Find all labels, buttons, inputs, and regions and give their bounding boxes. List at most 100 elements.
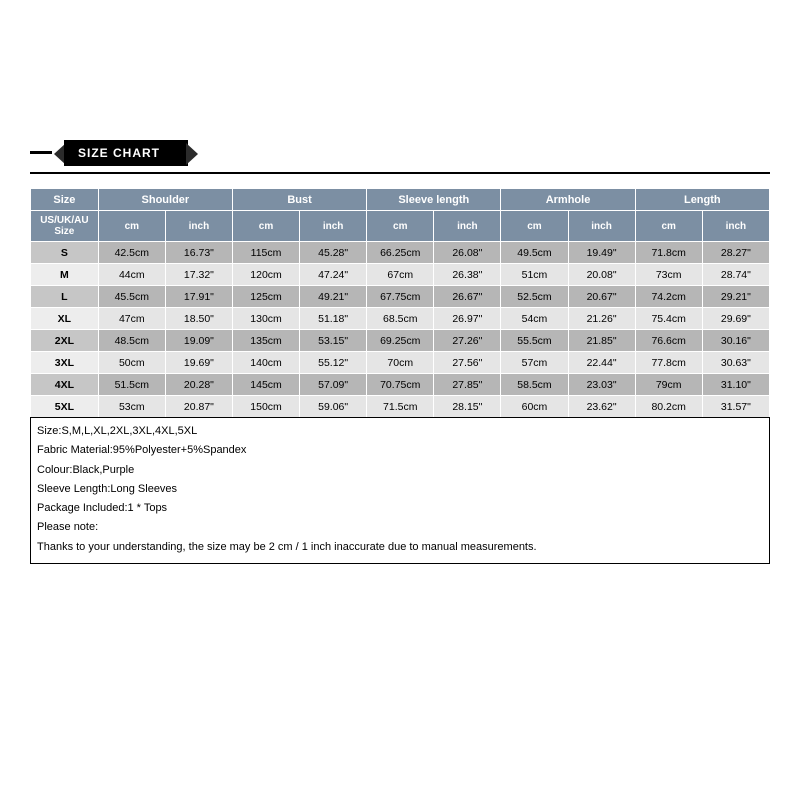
value-cell: 26.67"	[434, 286, 501, 308]
value-cell: 51.18"	[300, 308, 367, 330]
value-cell: 28.27"	[702, 242, 769, 264]
value-cell: 51cm	[501, 264, 568, 286]
value-cell: 20.08"	[568, 264, 635, 286]
value-cell: 17.91"	[165, 286, 232, 308]
value-cell: 68.5cm	[367, 308, 434, 330]
table-row: S42.5cm16.73"115cm45.28"66.25cm26.08"49.…	[31, 242, 770, 264]
size-chart-banner: SIZE CHART	[30, 140, 770, 168]
value-cell: 31.10"	[702, 374, 769, 396]
value-cell: 75.4cm	[635, 308, 702, 330]
col-bust: Bust	[232, 189, 366, 211]
value-cell: 57.09"	[300, 374, 367, 396]
value-cell: 42.5cm	[98, 242, 165, 264]
value-cell: 31.57"	[702, 396, 769, 418]
table-row: 4XL51.5cm20.28"145cm57.09"70.75cm27.85"5…	[31, 374, 770, 396]
product-notes: Size:S,M,L,XL,2XL,3XL,4XL,5XLFabric Mate…	[30, 417, 770, 564]
size-cell: XL	[31, 308, 99, 330]
value-cell: 20.87"	[165, 396, 232, 418]
note-line: Thanks to your understanding, the size m…	[37, 538, 763, 557]
value-cell: 55.5cm	[501, 330, 568, 352]
value-cell: 53cm	[98, 396, 165, 418]
note-line: Please note:	[37, 518, 763, 537]
note-line: Fabric Material:95%Polyester+5%Spandex	[37, 441, 763, 460]
value-cell: 17.32"	[165, 264, 232, 286]
value-cell: 21.85"	[568, 330, 635, 352]
note-line: Size:S,M,L,XL,2XL,3XL,4XL,5XL	[37, 422, 763, 441]
table-row: L45.5cm17.91"125cm49.21"67.75cm26.67"52.…	[31, 286, 770, 308]
value-cell: 28.15"	[434, 396, 501, 418]
value-cell: 67.75cm	[367, 286, 434, 308]
value-cell: 120cm	[232, 264, 299, 286]
value-cell: 45.28"	[300, 242, 367, 264]
size-cell: 5XL	[31, 396, 99, 418]
value-cell: 130cm	[232, 308, 299, 330]
unit-inch: inch	[165, 211, 232, 242]
unit-inch: inch	[568, 211, 635, 242]
banner-dash	[30, 151, 52, 154]
col-length: Length	[635, 189, 769, 211]
value-cell: 70cm	[367, 352, 434, 374]
value-cell: 23.03"	[568, 374, 635, 396]
value-cell: 19.09"	[165, 330, 232, 352]
table-row: 2XL48.5cm19.09"135cm53.15"69.25cm27.26"5…	[31, 330, 770, 352]
note-line: Sleeve Length:Long Sleeves	[37, 480, 763, 499]
note-line: Colour:Black,Purple	[37, 461, 763, 480]
unit-cm: cm	[98, 211, 165, 242]
value-cell: 140cm	[232, 352, 299, 374]
value-cell: 55.12"	[300, 352, 367, 374]
value-cell: 49.5cm	[501, 242, 568, 264]
col-sleeve: Sleeve length	[367, 189, 501, 211]
value-cell: 27.85"	[434, 374, 501, 396]
value-cell: 150cm	[232, 396, 299, 418]
value-cell: 145cm	[232, 374, 299, 396]
banner-underline	[30, 172, 770, 174]
value-cell: 28.74"	[702, 264, 769, 286]
value-cell: 44cm	[98, 264, 165, 286]
table-row: 5XL53cm20.87"150cm59.06"71.5cm28.15"60cm…	[31, 396, 770, 418]
value-cell: 47.24"	[300, 264, 367, 286]
value-cell: 45.5cm	[98, 286, 165, 308]
value-cell: 59.06"	[300, 396, 367, 418]
value-cell: 58.5cm	[501, 374, 568, 396]
unit-inch: inch	[300, 211, 367, 242]
size-cell: 2XL	[31, 330, 99, 352]
size-cell: 3XL	[31, 352, 99, 374]
value-cell: 50cm	[98, 352, 165, 374]
value-cell: 21.26"	[568, 308, 635, 330]
value-cell: 29.21"	[702, 286, 769, 308]
value-cell: 20.67"	[568, 286, 635, 308]
size-cell: L	[31, 286, 99, 308]
unit-inch: inch	[434, 211, 501, 242]
size-cell: S	[31, 242, 99, 264]
value-cell: 74.2cm	[635, 286, 702, 308]
value-cell: 26.38"	[434, 264, 501, 286]
size-cell: M	[31, 264, 99, 286]
value-cell: 69.25cm	[367, 330, 434, 352]
value-cell: 125cm	[232, 286, 299, 308]
unit-cm: cm	[367, 211, 434, 242]
value-cell: 71.8cm	[635, 242, 702, 264]
value-cell: 51.5cm	[98, 374, 165, 396]
value-cell: 16.73"	[165, 242, 232, 264]
value-cell: 79cm	[635, 374, 702, 396]
col-size-sub: US/UK/AU Size	[31, 211, 99, 242]
table-row: XL47cm18.50"130cm51.18"68.5cm26.97"54cm2…	[31, 308, 770, 330]
value-cell: 23.62"	[568, 396, 635, 418]
value-cell: 66.25cm	[367, 242, 434, 264]
value-cell: 70.75cm	[367, 374, 434, 396]
value-cell: 77.8cm	[635, 352, 702, 374]
value-cell: 135cm	[232, 330, 299, 352]
unit-inch: inch	[702, 211, 769, 242]
value-cell: 48.5cm	[98, 330, 165, 352]
value-cell: 30.63"	[702, 352, 769, 374]
value-cell: 80.2cm	[635, 396, 702, 418]
size-chart-table: Size Shoulder Bust Sleeve length Armhole…	[30, 188, 770, 418]
value-cell: 22.44"	[568, 352, 635, 374]
unit-cm: cm	[635, 211, 702, 242]
unit-cm: cm	[232, 211, 299, 242]
col-armhole: Armhole	[501, 189, 635, 211]
value-cell: 18.50"	[165, 308, 232, 330]
value-cell: 115cm	[232, 242, 299, 264]
value-cell: 53.15"	[300, 330, 367, 352]
value-cell: 30.16"	[702, 330, 769, 352]
